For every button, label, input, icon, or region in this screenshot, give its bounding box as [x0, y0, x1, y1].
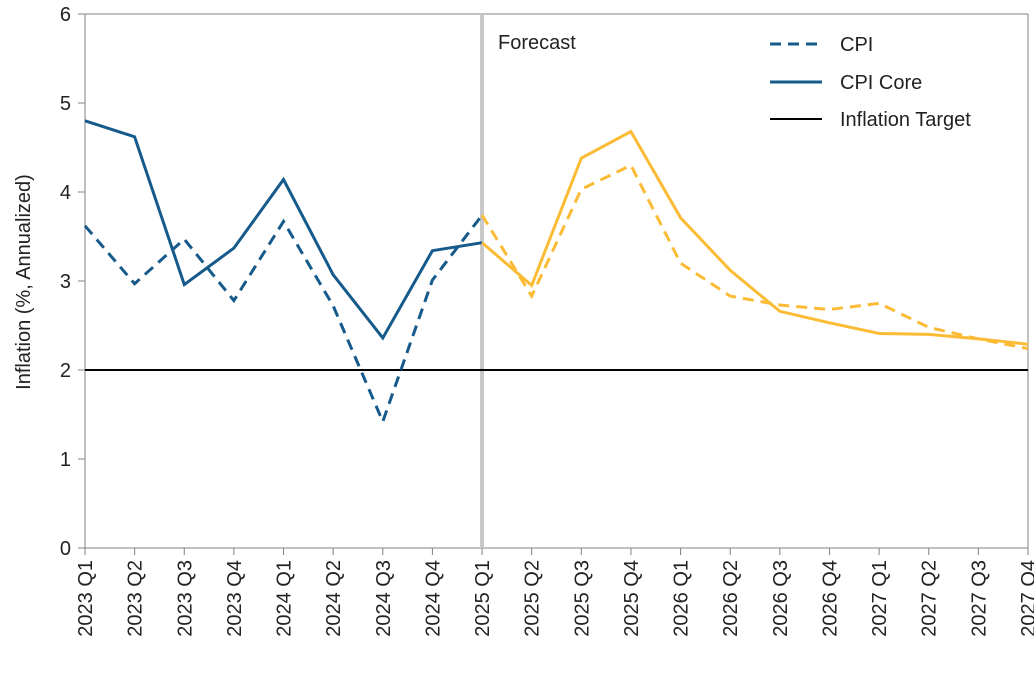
y-tick-label: 5: [60, 93, 71, 115]
x-tick-label: 2027 Q1: [869, 560, 891, 637]
x-tick-label: 2024 Q4: [422, 560, 444, 637]
x-tick-label: 2027 Q4: [1018, 560, 1034, 637]
x-tick-label: 2027 Q3: [968, 560, 990, 637]
y-tick-label: 0: [60, 538, 71, 560]
x-tick-label: 2023 Q4: [224, 560, 246, 637]
y-tick-label: 3: [60, 271, 71, 293]
axes-layer: 0 1 2 3 4 5 6 2023 Q1 2023 Q2 2023 Q3 2023 Q4 2024 …: [60, 4, 1034, 637]
y-tick-label: 4: [60, 182, 71, 204]
x-tick-label: 2025 Q4: [621, 560, 643, 637]
y-tick-label: 6: [60, 4, 71, 26]
cpi-core-historical-line: [84, 119, 483, 341]
y-tick-label: 1: [60, 449, 71, 471]
x-tick-label: 2024 Q3: [373, 560, 395, 637]
cpi-historical-line: [83, 214, 484, 426]
cpi-forecast-line: [480, 163, 1029, 351]
x-tick-label: 2024 Q1: [274, 560, 296, 637]
x-tick-label: 2026 Q1: [671, 560, 693, 637]
series-layer: [83, 119, 1029, 426]
x-tick-label: 2025 Q3: [571, 560, 593, 637]
forecast-annotation: Forecast: [498, 32, 576, 54]
x-tick-label: 2026 Q2: [720, 560, 742, 637]
x-tick-label: 2026 Q3: [770, 560, 792, 637]
y-axis-title: Inflation (%, Annualized): [13, 174, 35, 390]
x-tick-label: 2023 Q3: [174, 560, 196, 637]
x-tick-label: 2023 Q2: [125, 560, 147, 637]
x-tick-label: 2023 Q1: [75, 560, 97, 637]
cpi-core-forecast-line: [481, 129, 1029, 346]
legend-label-cpi-core: CPI Core: [840, 72, 922, 94]
x-tick-label: 2027 Q2: [919, 560, 941, 637]
x-tick-label: 2024 Q2: [323, 560, 345, 637]
x-tick-label: 2026 Q4: [819, 560, 841, 637]
x-tick-label: 2025 Q2: [522, 560, 544, 637]
legend-label-cpi: CPI: [840, 34, 873, 56]
x-tick-label: 2025 Q1: [472, 560, 494, 637]
legend: CPI CPI Core Inflation Target: [770, 34, 971, 131]
legend-label-inflation-target: Inflation Target: [840, 109, 971, 131]
y-tick-label: 2: [60, 360, 71, 382]
